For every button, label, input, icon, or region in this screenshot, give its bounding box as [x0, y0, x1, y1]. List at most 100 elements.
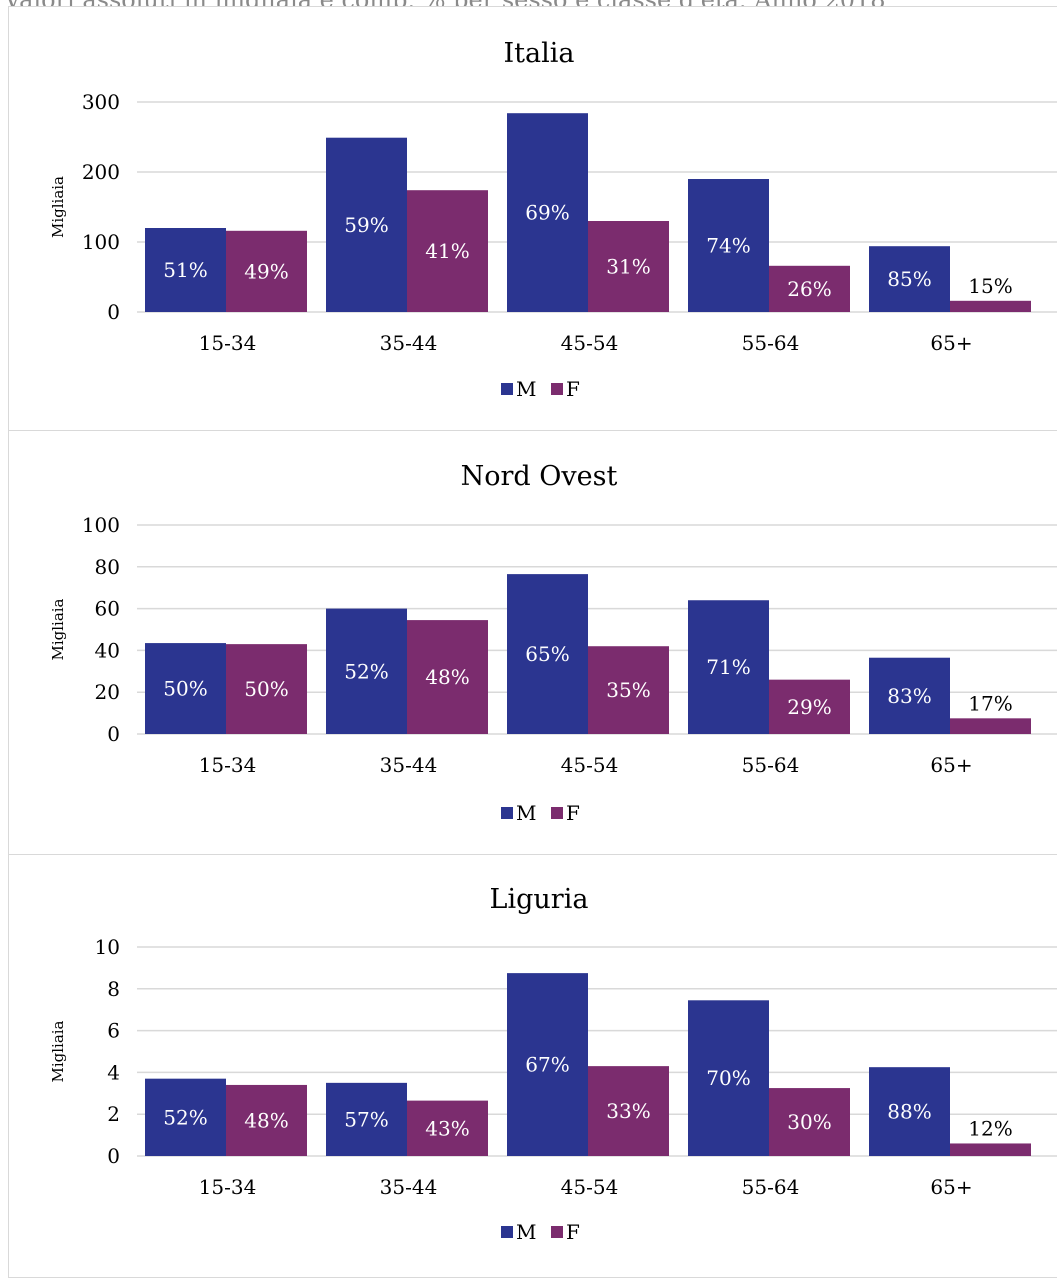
bar-f-55-64 — [769, 265, 850, 312]
data-label: 43% — [425, 1116, 469, 1140]
data-label: 52% — [163, 1105, 207, 1129]
data-label: 41% — [425, 239, 469, 263]
legend-swatch-m — [501, 807, 513, 819]
bar-f-45-54 — [588, 646, 669, 734]
data-label: 69% — [525, 201, 569, 225]
legend-swatch-f — [551, 1226, 563, 1238]
bar-f-55-64 — [769, 679, 850, 734]
y-axis-label: Migliaia — [49, 1020, 67, 1082]
y-axis-label: Migliaia — [49, 176, 67, 238]
x-tick-label: 45-54 — [561, 331, 619, 355]
y-tick-label: 20 — [95, 680, 120, 704]
bar-f-35-44 — [407, 1100, 488, 1156]
data-label: 52% — [344, 659, 388, 683]
bar-m-45-54 — [507, 973, 588, 1156]
data-label: 31% — [606, 255, 650, 279]
data-label: 15% — [968, 274, 1012, 298]
data-label: 33% — [606, 1099, 650, 1123]
x-tick-label: 15-34 — [199, 1175, 257, 1199]
x-tick-label: 65+ — [930, 331, 972, 355]
data-label: 67% — [525, 1053, 569, 1077]
y-tick-label: 60 — [95, 597, 120, 621]
data-label: 49% — [244, 259, 288, 283]
y-tick-label: 10 — [95, 935, 120, 959]
bar-m-55-64 — [688, 600, 769, 734]
legend-label-f: F — [566, 1220, 580, 1244]
legend-swatch-m — [501, 1226, 513, 1238]
bar-f-45-54 — [588, 221, 669, 312]
bar-f-65+ — [950, 718, 1031, 734]
chart-panel-nord-ovest: Nord Ovest Migliaia 0 20 40 60 80 100 15-34 35-44… — [8, 430, 1057, 858]
x-tick-label: 65+ — [930, 1175, 972, 1199]
data-label: 65% — [525, 642, 569, 666]
data-label: 50% — [163, 677, 207, 701]
bar-m-15-34 — [145, 643, 226, 734]
bar-m-55-64 — [688, 179, 769, 312]
data-label: 85% — [887, 267, 931, 291]
y-tick-label: 2 — [107, 1102, 120, 1126]
data-label: 59% — [344, 213, 388, 237]
bar-f-65+ — [950, 300, 1031, 312]
data-label: 30% — [787, 1110, 831, 1134]
y-tick-label: 0 — [107, 1144, 120, 1168]
data-label: 71% — [706, 655, 750, 679]
bar-f-45-54 — [588, 1066, 669, 1156]
y-tick-label: 6 — [107, 1019, 120, 1043]
x-tick-label: 55-64 — [742, 331, 800, 355]
bar-m-35-44 — [326, 608, 407, 734]
bar-f-15-34 — [226, 230, 307, 312]
x-tick-label: 15-34 — [199, 753, 257, 777]
legend-swatch-f — [551, 383, 563, 395]
bar-f-65+ — [950, 1143, 1031, 1156]
legend-label-f: F — [566, 801, 580, 825]
legend-swatch-m — [501, 383, 513, 395]
bar-m-35-44 — [326, 1082, 407, 1156]
legend-label-m: M — [516, 801, 536, 825]
y-tick-label: 8 — [107, 977, 120, 1001]
bar-chart-italia: Italia Migliaia 0 100 200 300 15-34 35-44 45-54 5… — [49, 38, 1057, 401]
bar-m-45-54 — [507, 574, 588, 734]
bar-m-15-34 — [145, 1078, 226, 1156]
y-tick-label: 100 — [82, 513, 120, 537]
data-label: 70% — [706, 1066, 750, 1090]
chart-panel-liguria: Liguria Migliaia 0 2 4 6 8 10 15-34 35-44 45-54 55-… — [8, 854, 1057, 1278]
data-label: 57% — [344, 1107, 388, 1131]
y-tick-label: 100 — [82, 230, 120, 254]
x-tick-label: 35-44 — [380, 331, 438, 355]
legend-label-f: F — [566, 377, 580, 401]
x-tick-label: 55-64 — [742, 753, 800, 777]
x-tick-label: 45-54 — [561, 753, 619, 777]
data-label: 26% — [787, 277, 831, 301]
data-label: 88% — [887, 1100, 931, 1124]
bar-m-35-44 — [326, 137, 407, 312]
data-label: 50% — [244, 677, 288, 701]
x-tick-label: 15-34 — [199, 331, 257, 355]
bar-chart-nord-ovest: Nord Ovest Migliaia 0 20 40 60 80 100 15-34 35-44… — [49, 461, 1057, 825]
bar-f-55-64 — [769, 1088, 850, 1156]
x-tick-label: 35-44 — [380, 1175, 438, 1199]
chart-title: Nord Ovest — [461, 461, 618, 492]
y-tick-label: 200 — [82, 160, 120, 184]
y-tick-label: 40 — [95, 638, 120, 662]
chart-panel-italia: Italia Migliaia 0 100 200 300 15-34 35-44 45-54 5… — [8, 6, 1057, 434]
data-label: 48% — [244, 1108, 288, 1132]
chart-title: Italia — [504, 38, 575, 69]
data-label: 35% — [606, 678, 650, 702]
bar-m-55-64 — [688, 1000, 769, 1156]
data-label: 48% — [425, 665, 469, 689]
data-label: 51% — [163, 258, 207, 282]
x-tick-label: 35-44 — [380, 753, 438, 777]
data-label: 17% — [968, 691, 1012, 715]
bar-f-15-34 — [226, 644, 307, 734]
x-tick-label: 45-54 — [561, 1175, 619, 1199]
legend-label-m: M — [516, 1220, 536, 1244]
legend-swatch-f — [551, 807, 563, 819]
y-tick-label: 4 — [107, 1060, 120, 1084]
y-tick-label: 0 — [107, 300, 120, 324]
bar-m-45-54 — [507, 113, 588, 312]
bar-m-15-34 — [145, 228, 226, 312]
x-tick-label: 55-64 — [742, 1175, 800, 1199]
data-label: 74% — [706, 234, 750, 258]
x-tick-label: 65+ — [930, 753, 972, 777]
bar-m-65+ — [869, 657, 950, 734]
